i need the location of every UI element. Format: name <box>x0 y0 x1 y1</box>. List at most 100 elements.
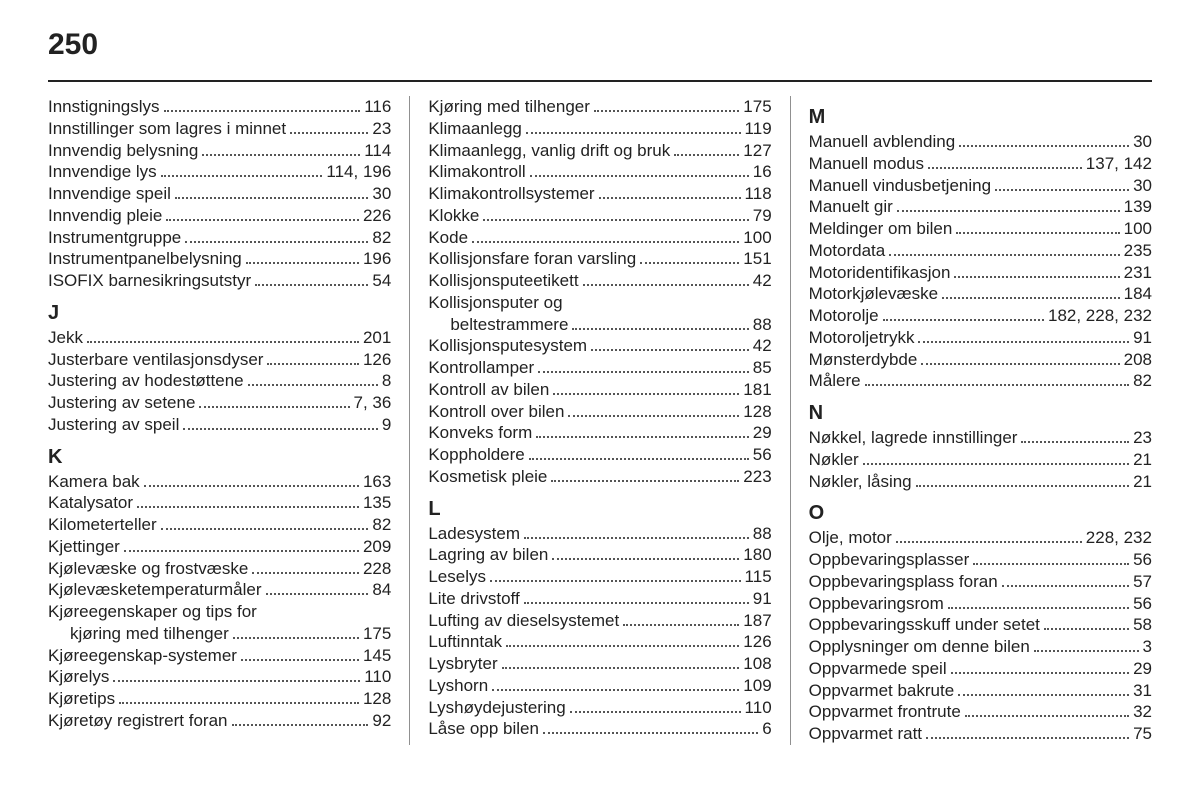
leader-dots <box>591 336 749 351</box>
leader-dots <box>161 515 369 530</box>
index-entry: Motorkjølevæske184 <box>809 283 1152 305</box>
leader-dots <box>896 528 1082 543</box>
index-entry: Oppvarmet frontrute 32 <box>809 701 1152 723</box>
entry-pages: 181 <box>743 379 771 401</box>
entry-label: Klimaanlegg, vanlig drift og bruk <box>428 140 670 162</box>
leader-dots <box>583 271 749 286</box>
entry-pages: 182, 228, 232 <box>1048 305 1152 327</box>
index-entry: Lyshorn109 <box>428 675 771 697</box>
entry-label: Koppholdere <box>428 444 524 466</box>
entry-pages: 16 <box>753 161 772 183</box>
entry-label: Justering av speil <box>48 414 179 436</box>
horizontal-rule <box>48 80 1152 82</box>
entry-pages: 163 <box>363 471 391 493</box>
index-entry: Olje, motor228, 232 <box>809 527 1152 549</box>
entry-label: Kamera bak <box>48 471 140 493</box>
entry-label: Kjørelys <box>48 666 109 688</box>
entry-label: Lite drivstoff <box>428 588 519 610</box>
entry-label: ISOFIX barnesikringsutstyr <box>48 270 251 292</box>
leader-dots <box>233 623 359 638</box>
entry-label: Instrumentpanelbelysning <box>48 248 242 270</box>
entry-label: Kollisjonsputeetikett <box>428 270 578 292</box>
entry-pages: 82 <box>372 514 391 536</box>
entry-label: Kjøreegenskaper og tips for <box>48 601 257 623</box>
index-entry: Kollisjonsfare foran varsling151 <box>428 248 771 270</box>
index-entry: Kjølevæsketemperaturmåler84 <box>48 579 391 601</box>
entry-label: Nøkkel, lagrede innstillinger <box>809 427 1018 449</box>
entry-label: Kjøring med tilhenger <box>428 96 590 118</box>
entry-pages: 82 <box>1133 370 1152 392</box>
leader-dots <box>973 550 1129 565</box>
index-entry: Oppbevaringsplass foran57 <box>809 571 1152 593</box>
entry-pages: 100 <box>1124 218 1152 240</box>
entry-pages: 79 <box>753 205 772 227</box>
entry-label: Innstigningslys <box>48 96 160 118</box>
leader-dots <box>536 423 748 438</box>
index-entry: Innstillinger som lagres i minnet23 <box>48 118 391 140</box>
leader-dots <box>164 97 361 112</box>
entry-pages: 91 <box>1133 327 1152 349</box>
entry-label: Mønsterdybde <box>809 349 918 371</box>
entry-label: Kjøretøy registrert foran <box>48 710 228 732</box>
entry-label: Motoroljetrykk <box>809 327 915 349</box>
entry-label: Jekk <box>48 327 83 349</box>
entry-pages: 30 <box>1133 131 1152 153</box>
leader-dots <box>572 314 748 329</box>
leader-dots <box>916 471 1129 486</box>
leader-dots <box>490 567 741 582</box>
entry-label: Klokke <box>428 205 479 227</box>
entry-label: Lysbryter <box>428 653 497 675</box>
entry-pages: 54 <box>372 270 391 292</box>
entry-label: Kosmetisk pleie <box>428 466 547 488</box>
index-entry: Lite drivstoff91 <box>428 588 771 610</box>
index-entry: Kjøretips128 <box>48 688 391 710</box>
entry-pages: 29 <box>1133 658 1152 680</box>
leader-dots <box>137 493 359 508</box>
leader-dots <box>185 227 368 242</box>
leader-dots <box>538 358 749 373</box>
leader-dots <box>502 654 740 669</box>
leader-dots <box>530 162 749 177</box>
entry-label: Kjettinger <box>48 536 120 558</box>
entry-label: Oppvarmet frontrute <box>809 701 961 723</box>
leader-dots <box>552 545 739 560</box>
section-letter: O <box>809 502 1152 525</box>
entry-pages: 228 <box>363 558 391 580</box>
entry-label: Manuell modus <box>809 153 924 175</box>
entry-pages: 32 <box>1133 701 1152 723</box>
section-letter: M <box>809 106 1152 129</box>
leader-dots <box>199 393 349 408</box>
leader-dots <box>87 327 359 342</box>
leader-dots <box>551 466 739 481</box>
index-entry: Kosmetisk pleie 223 <box>428 466 771 488</box>
leader-dots <box>1002 571 1129 586</box>
entry-label: Oppbevaringsplasser <box>809 549 970 571</box>
entry-pages: 115 <box>745 566 772 588</box>
entry-pages: 201 <box>363 327 391 349</box>
entry-label: Oppbevaringsskuff under setet <box>809 614 1040 636</box>
index-entry: Nøkler, låsing21 <box>809 471 1152 493</box>
leader-dots <box>889 240 1119 255</box>
entry-pages: 223 <box>743 466 771 488</box>
entry-label: Manuelt gir <box>809 196 893 218</box>
entry-pages: 8 <box>382 370 391 392</box>
entry-label: Kollisjonsputer og <box>428 292 562 314</box>
leader-dots <box>183 414 378 429</box>
entry-label: Oppvarmet bakrute <box>809 680 955 702</box>
index-entry: Lysbryter108 <box>428 653 771 675</box>
entry-label: Innvendige lys <box>48 161 157 183</box>
leader-dots <box>954 262 1119 277</box>
index-entry: Kjøreegenskap-systemer145 <box>48 645 391 667</box>
entry-pages: 30 <box>1133 175 1152 197</box>
entry-pages: 42 <box>753 270 772 292</box>
index-column: Kjøring med tilhenger175Klimaanlegg119Kl… <box>410 96 789 745</box>
index-entry: Kollisjonsputer og <box>428 292 771 314</box>
index-entry: Kollisjonsputesystem42 <box>428 335 771 357</box>
index-entry: Justering av hodestøttene8 <box>48 370 391 392</box>
index-entry: kjøring med tilhenger175 <box>48 623 391 645</box>
index-entry: Koppholdere56 <box>428 444 771 466</box>
entry-pages: 127 <box>743 140 771 162</box>
entry-pages: 126 <box>743 631 771 653</box>
entry-label: Motorkjølevæske <box>809 283 938 305</box>
index-entry: Kontroll over bilen128 <box>428 401 771 423</box>
